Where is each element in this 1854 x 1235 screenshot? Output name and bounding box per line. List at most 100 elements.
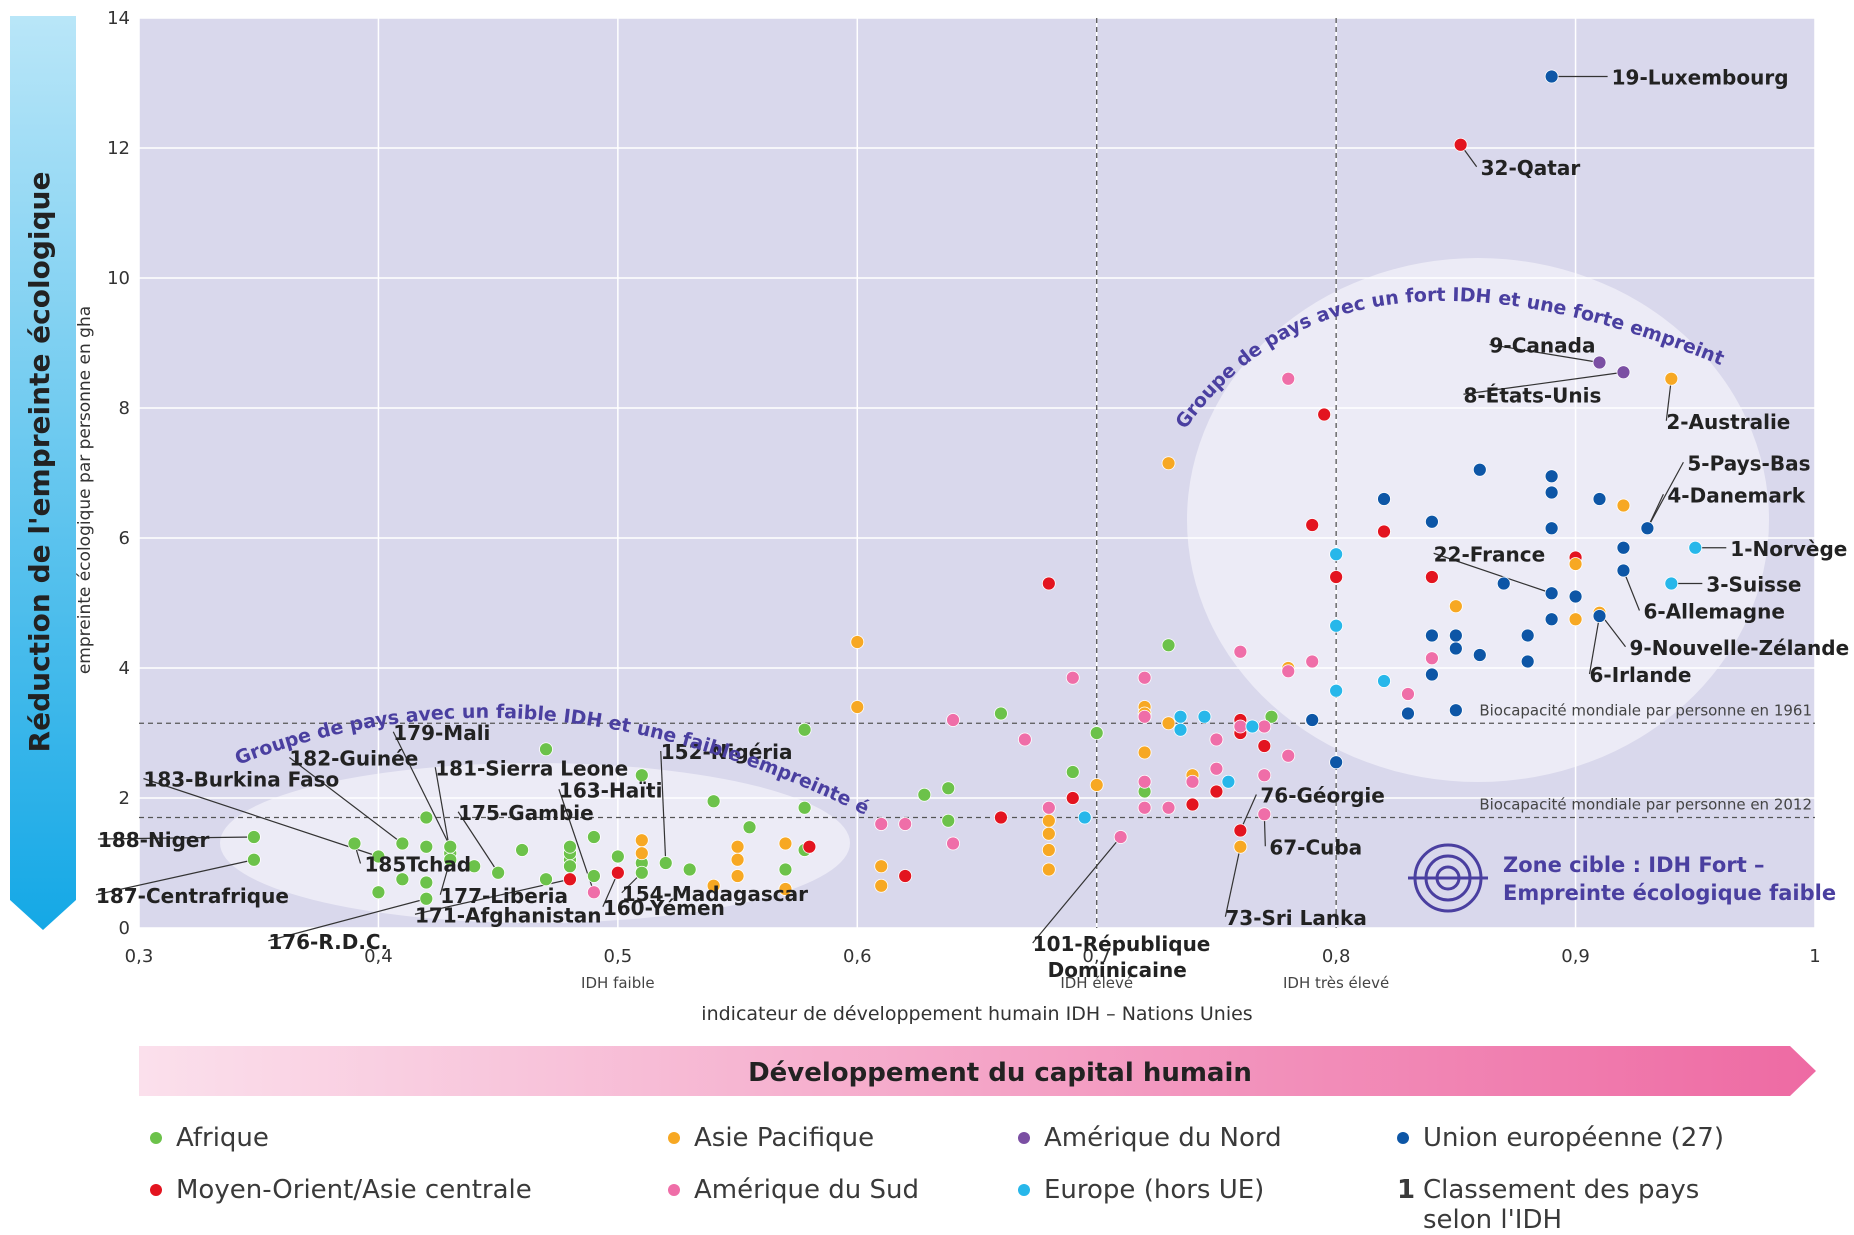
legend-item-asie-pacifique: Asie Pacifique: [668, 1123, 874, 1153]
annotation-leader: [268, 898, 427, 942]
data-point-asie-pacifique: [634, 833, 649, 848]
country-label: 152-Nigéria: [661, 740, 793, 764]
country-label: 163-Haïti: [559, 778, 663, 802]
target-icon: [1408, 843, 1488, 913]
data-point-afrique: [587, 830, 601, 844]
data-point-asie-pacifique: [730, 869, 745, 883]
data-point-amerique-du-sud: [1137, 670, 1152, 685]
data-point-amerique-du-sud: [587, 885, 601, 900]
data-point-afrique: [247, 830, 261, 844]
data-point-union-europeenne-27: [1472, 462, 1487, 477]
data-point-afrique: [1161, 638, 1176, 653]
data-point-amerique-du-sud: [1257, 768, 1272, 783]
annotation-leader: [1032, 836, 1122, 944]
data-point-moyen-orient-asie-centrale: [1233, 823, 1248, 838]
data-point-union-europeenne-27: [1448, 628, 1463, 643]
data-point-amerique-du-sud: [1209, 732, 1224, 747]
data-point-afrique: [610, 849, 625, 864]
data-point-asie-pacifique: [1041, 862, 1056, 877]
data-point-afrique: [1264, 709, 1279, 724]
legend-dot-europe-hors-ue: [1018, 1184, 1030, 1196]
data-point-amerique-du-sud: [1041, 800, 1056, 815]
country-label: 154-Madagascar: [622, 882, 808, 906]
data-point-union-europeenne-27: [1544, 521, 1559, 536]
data-point-asie-pacifique: [778, 836, 793, 851]
legend-label-moyen-orient: Moyen-Orient/Asie centrale: [176, 1175, 532, 1205]
data-point-afrique: [419, 839, 434, 854]
target-zone-line2: Empreinte écologique faible: [1503, 881, 1836, 905]
data-point-amerique-du-sud: [1425, 651, 1439, 666]
x-tick-label: 1: [1809, 946, 1820, 967]
legend-label-europe-hors-ue: Europe (hors UE): [1044, 1175, 1265, 1205]
annotation-leader: [289, 757, 403, 844]
data-point-union-europeenne-27: [1425, 514, 1439, 529]
low-group-ellipse: [220, 763, 850, 923]
data-point-afrique: [658, 856, 673, 870]
data-point-amerique-du-sud: [1137, 774, 1152, 789]
country-label: 185Tchad: [364, 853, 471, 877]
legend-label-amerique-du-sud: Amérique du Sud: [694, 1175, 919, 1205]
country-label: 6-Allemagne: [1643, 600, 1784, 624]
data-point-union-europeenne-27: [1544, 469, 1559, 484]
annotation-leader: [392, 731, 451, 848]
idh-class-label: IDH élevé: [1060, 974, 1133, 992]
data-point-amerique-du-sud: [1257, 807, 1272, 822]
data-point-union-europeenne-27: [1448, 641, 1463, 656]
legend-label-asie-pacifique: Asie Pacifique: [694, 1123, 875, 1153]
x-tick-label: 0,8: [1322, 946, 1351, 967]
country-label: Dominicaine: [1048, 958, 1187, 982]
data-point-amerique-du-sud: [1137, 709, 1152, 724]
biocapacity-label: Biocapacité mondiale par personne en 201…: [1479, 796, 1812, 814]
legend-item-union-europeenne: Union européenne (27): [1397, 1123, 1724, 1153]
data-point-asie-pacifique: [1137, 745, 1152, 760]
data-point-europe-hors-ue: [1245, 719, 1260, 734]
legend-label-classement: Classement des pays selon l'IDH: [1423, 1175, 1700, 1235]
country-label: 67-Cuba: [1269, 835, 1362, 859]
x-tick-label: 0,4: [364, 946, 393, 967]
data-point-afrique: [419, 875, 434, 890]
data-point-amerique-du-sud: [1401, 687, 1415, 701]
left-arrow-label: Réduction de l'empreinte écologique: [23, 172, 56, 753]
data-point-asie-pacifique: [634, 846, 649, 861]
data-point-europe-hors-ue: [1221, 774, 1236, 789]
legend-label-amerique-du-nord: Amérique du Nord: [1044, 1123, 1282, 1153]
country-label: 3-Suisse: [1706, 573, 1801, 597]
data-point-union-europeenne-27: [1592, 492, 1607, 506]
legend-item-moyen-orient: Moyen-Orient/Asie centrale: [150, 1175, 532, 1205]
y-tick-label: 4: [119, 658, 130, 679]
data-point-moyen-orient-asie-centrale: [563, 872, 577, 887]
data-point-afrique: [941, 781, 956, 796]
data-point-asie-pacifique: [1568, 557, 1583, 571]
data-point-afrique: [443, 839, 458, 854]
x-tick-label: 0,5: [604, 946, 633, 967]
data-point-asie-pacifique: [1089, 778, 1104, 792]
data-point-afrique: [778, 862, 793, 877]
data-point-moyen-orient-asie-centrale: [1257, 739, 1272, 753]
data-point-afrique: [917, 787, 932, 802]
x-tick-label: 0,9: [1561, 946, 1590, 967]
data-point-amerique-du-sud: [1161, 800, 1176, 815]
annotation-leader: [1588, 615, 1601, 675]
y-tick-label: 10: [107, 268, 130, 289]
data-point-afrique: [941, 813, 956, 828]
annotation-leader: [457, 811, 499, 874]
data-point-amerique-du-sud: [1065, 670, 1080, 685]
idh-class-label: IDH faible: [581, 974, 655, 992]
legend-item-classement: 1 Classement des pays selon l'IDH: [1397, 1175, 1699, 1235]
data-point-amerique-du-sud: [1257, 719, 1272, 734]
data-point-europe-hors-ue: [1688, 540, 1703, 555]
legend-item-amerique-du-sud: Amérique du Sud: [668, 1175, 919, 1205]
country-label: 176-R.D.C.: [268, 930, 388, 954]
chart-svg: Réduction de l'empreinte écologique IDH …: [0, 0, 1849, 1096]
data-point-union-europeenne-27: [1616, 540, 1631, 555]
country-label: 6-Irlande: [1590, 663, 1692, 687]
annotation-leader: [1463, 371, 1624, 395]
data-point-asie-pacifique: [1161, 716, 1176, 731]
x-tick-label: 0,3: [125, 946, 154, 967]
country-label: 187-Centrafrique: [96, 884, 289, 908]
data-point-asie-pacifique: [1041, 813, 1056, 828]
data-point-afrique: [563, 859, 577, 874]
country-label: 101-République: [1033, 932, 1211, 956]
data-point-moyen-orient-asie-centrale: [1453, 137, 1468, 152]
data-point-moyen-orient-asie-centrale: [1209, 784, 1224, 799]
